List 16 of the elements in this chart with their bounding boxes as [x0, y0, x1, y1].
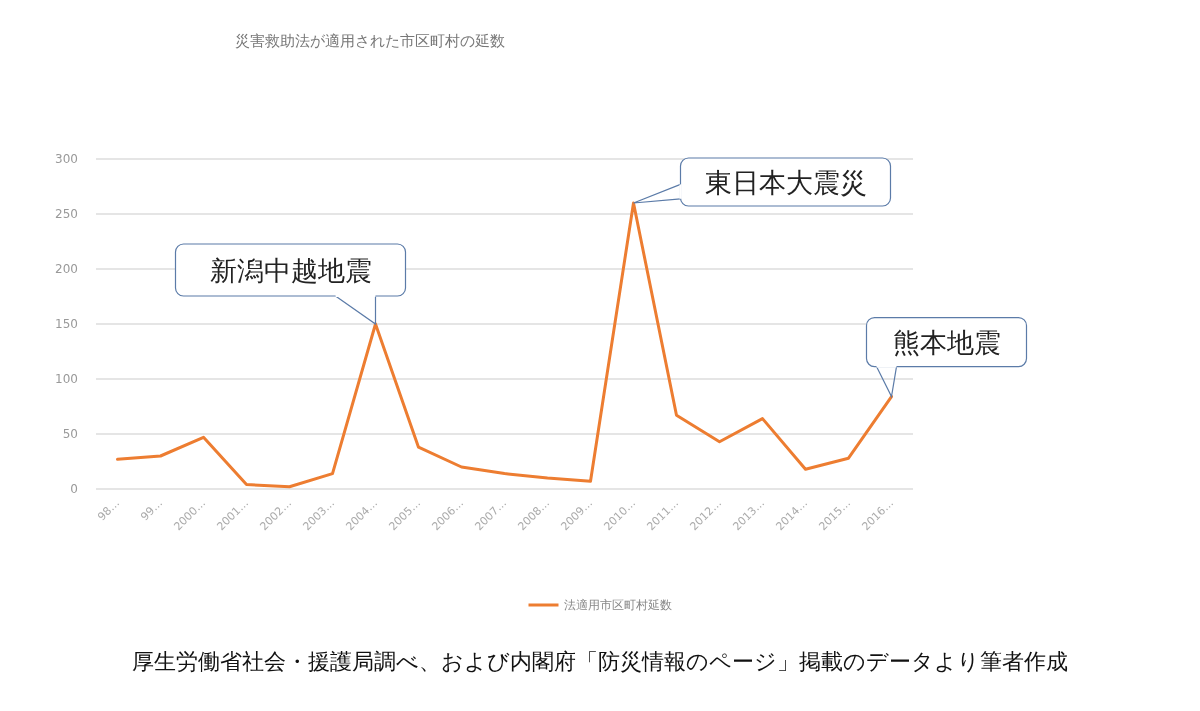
annotation: 東日本大震災 [704, 166, 867, 198]
y-tick-label: 100 [55, 372, 78, 386]
y-tick-label: 200 [55, 262, 78, 276]
y-tick-label: 0 [70, 482, 78, 496]
y-tick-label: 150 [55, 317, 78, 331]
legend-label: 法適用市区町村延数 [563, 598, 672, 612]
y-tick-label: 300 [55, 152, 78, 166]
x-tick-label: 99… [138, 496, 166, 524]
line-series [116, 201, 893, 489]
x-tick-label: 98… [95, 496, 123, 524]
y-tick-label: 50 [62, 427, 78, 441]
chart-title: 災害救助法が適用された市区町村の延数 [235, 31, 505, 50]
text: 厚生労働省社会・援護局調べ、および内閣府「防災情報のページ」掲載のデータより筆者作成 [132, 648, 1068, 674]
annotation: 熊本地震 [892, 326, 1001, 358]
y-tick-label: 250 [55, 207, 78, 221]
annotation: 新潟中越地震 [209, 254, 372, 286]
